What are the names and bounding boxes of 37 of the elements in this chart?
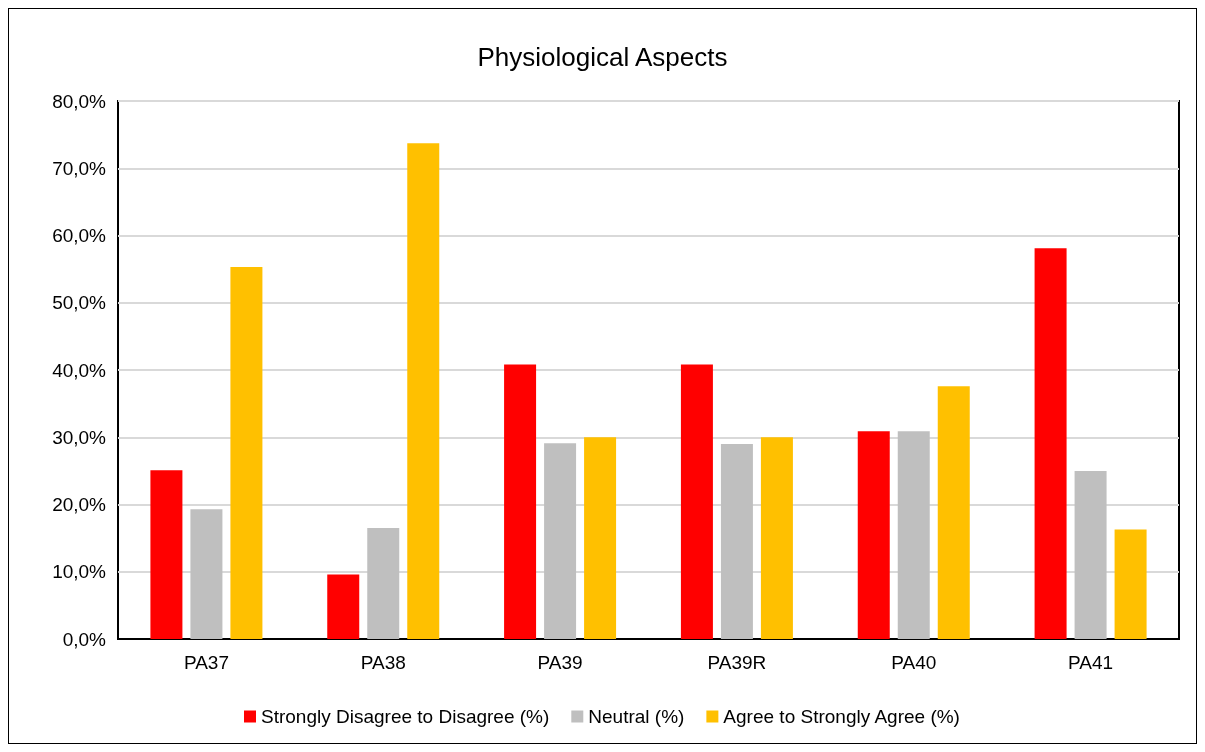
- y-tick-label: 50,0%: [52, 292, 107, 314]
- y-tick-label: 0,0%: [62, 628, 107, 650]
- legend-label: Agree to Strongly Agree (%): [723, 706, 960, 727]
- bar: [584, 437, 617, 639]
- bar: [1034, 248, 1067, 639]
- y-tick-label: 10,0%: [52, 561, 107, 583]
- x-tick-label: PA38: [360, 652, 406, 673]
- y-tick-label: 60,0%: [52, 225, 107, 246]
- bar: [1074, 470, 1107, 639]
- legend-label: Strongly Disagree to Disagree (%): [261, 706, 550, 727]
- bar: [407, 143, 440, 639]
- bar: [720, 443, 753, 639]
- chart-title: Physiological Aspects: [477, 42, 728, 72]
- bar: [857, 431, 890, 639]
- legend-label: Neutral (%): [588, 706, 685, 727]
- x-tick-label: PA41: [1068, 652, 1114, 673]
- y-tick-label: 70,0%: [52, 157, 107, 179]
- bar: [190, 509, 223, 639]
- bar: [367, 528, 400, 639]
- y-tick-label: 20,0%: [52, 494, 107, 515]
- x-tick-label: PA40: [891, 652, 937, 673]
- bar: [1114, 529, 1147, 639]
- x-tick-label: PA39R: [707, 652, 767, 673]
- bar: [544, 443, 577, 639]
- y-tick-label: 80,0%: [52, 90, 107, 112]
- bar: [504, 364, 537, 639]
- bar: [327, 574, 360, 639]
- bar: [760, 437, 793, 639]
- bar: [230, 267, 263, 639]
- x-tick-label: PA37: [183, 652, 229, 673]
- y-tick-label: 40,0%: [52, 359, 107, 381]
- y-tick-label: 30,0%: [52, 426, 107, 448]
- bar: [150, 470, 183, 639]
- bar: [937, 386, 970, 639]
- bar: [897, 431, 930, 639]
- x-tick-label: PA39: [537, 652, 583, 673]
- bar: [680, 364, 713, 639]
